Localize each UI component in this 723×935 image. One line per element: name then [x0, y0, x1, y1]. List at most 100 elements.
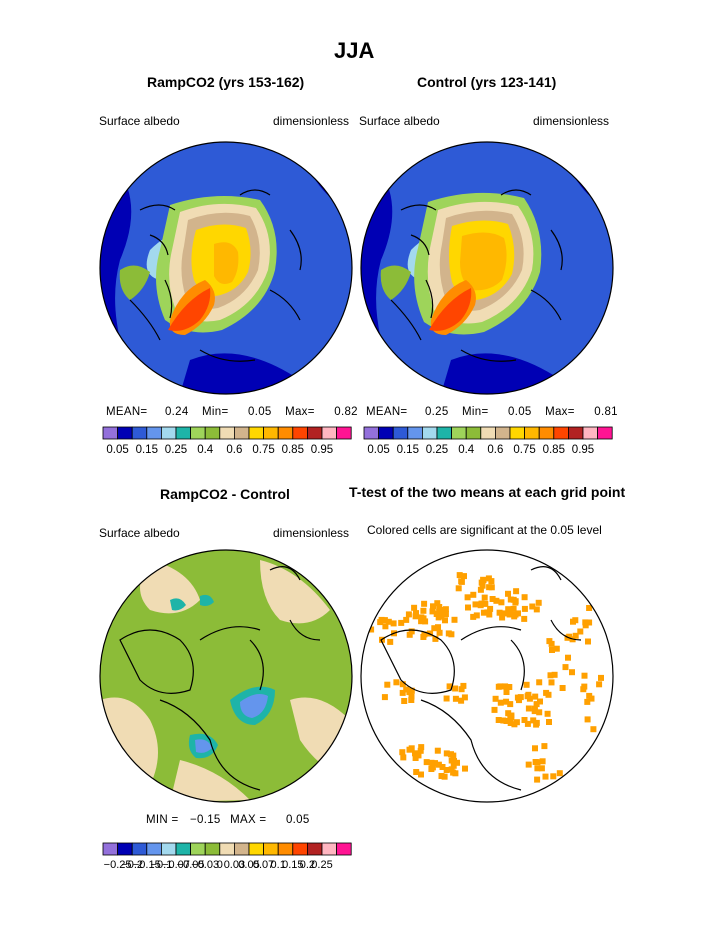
colorbar-tick-label: −0.03	[191, 859, 219, 871]
significant-cell	[531, 705, 538, 712]
colorbar-swatch	[233, 426, 250, 440]
significant-cell	[448, 631, 455, 638]
significant-cell	[556, 770, 563, 777]
diff-negative-region	[170, 598, 186, 611]
panel2-units-label: dimensionless	[533, 114, 610, 128]
significant-cell	[533, 701, 540, 708]
significant-cell	[448, 751, 454, 758]
panel2-variable-label: Surface albedo	[359, 114, 440, 128]
colorbar-swatch	[436, 426, 453, 440]
colorbar-tick-label: 0.15	[136, 444, 158, 456]
significant-cell	[546, 719, 552, 725]
significant-cell	[525, 705, 532, 712]
panel1-title: RampCO2 (yrs 153-162)	[147, 74, 305, 90]
significant-cell	[418, 744, 425, 751]
panel1-border	[99, 141, 353, 395]
colorbar-tick-label: 0.85	[282, 444, 304, 456]
significant-cell	[401, 698, 408, 704]
significant-cell	[566, 633, 573, 640]
significant-cell	[497, 699, 504, 706]
greenland-core	[429, 288, 472, 331]
colorbar-swatch	[219, 426, 235, 440]
colorbar-swatch	[219, 842, 235, 856]
land-patch	[380, 265, 411, 300]
significant-cell	[496, 609, 503, 616]
colorbar-swatch	[292, 426, 308, 440]
colorbar-tick-label: 0.05	[106, 444, 128, 456]
significant-cell	[422, 618, 429, 625]
colorbar-swatch	[524, 426, 540, 440]
max-value: 0.05	[285, 814, 310, 826]
significant-cell	[584, 698, 591, 705]
significant-cell	[537, 698, 543, 705]
significant-cell	[513, 719, 520, 726]
significant-cell	[430, 603, 436, 610]
colorbar-tick-label: −0.25	[104, 859, 132, 871]
significant-cell	[381, 694, 388, 701]
significant-cell	[434, 747, 441, 754]
significant-cell	[448, 766, 455, 773]
colorbar-tick-label: 0.4	[197, 444, 214, 456]
significant-cell	[502, 683, 509, 690]
significant-cell	[585, 638, 591, 645]
panel4-map	[361, 550, 613, 802]
colorbar-swatch	[175, 842, 192, 856]
significant-cell	[406, 631, 413, 638]
colorbar-swatch	[582, 426, 599, 440]
colorbar-swatch	[568, 426, 584, 440]
colorbar-tick-label: 0.95	[311, 444, 333, 456]
colorbar-swatch	[306, 842, 323, 856]
min-value: 0.05	[248, 406, 272, 418]
colorbar-tick-label: −0.05	[177, 859, 205, 871]
significant-cell	[384, 681, 391, 688]
significant-cell	[418, 618, 425, 625]
significant-cell	[458, 578, 465, 585]
land-patch	[119, 265, 150, 300]
colorbar-tick-label: 0.6	[226, 444, 242, 456]
significant-cell	[403, 686, 410, 693]
significant-cell	[505, 710, 512, 717]
colorbar-tick-label: 0	[217, 859, 223, 871]
colorbar-swatch	[553, 426, 569, 440]
significant-cell	[428, 766, 435, 772]
significant-cell	[413, 610, 419, 617]
significant-cell	[399, 775, 405, 782]
significant-cell	[480, 609, 487, 616]
colorbar-tick-label: −0.15	[133, 859, 161, 871]
significant-cell	[551, 671, 558, 678]
significant-cell	[411, 604, 418, 611]
significant-cell	[506, 684, 513, 690]
significant-cell	[507, 720, 514, 726]
significant-cell	[443, 767, 450, 773]
colorbar-swatch	[248, 842, 265, 856]
significant-cell	[534, 765, 541, 772]
significant-cell	[503, 689, 510, 695]
significant-cell	[454, 759, 460, 766]
colorbar-tick-label: 0.85	[543, 444, 565, 456]
colorbar-swatch	[102, 842, 119, 856]
colorbar-tick-label: 0.25	[311, 859, 332, 871]
significant-cell	[553, 645, 560, 652]
colorbar-tick-label: 0.4	[458, 444, 475, 456]
significant-cell	[443, 750, 450, 757]
significant-cell	[507, 596, 514, 603]
significant-cell	[432, 635, 439, 642]
significant-cell	[423, 759, 430, 766]
significant-cell	[507, 701, 514, 708]
greenland-core	[168, 288, 211, 331]
significant-cell	[403, 616, 410, 623]
significant-cell	[461, 573, 467, 580]
significant-cell	[393, 679, 400, 686]
significant-cell	[487, 605, 494, 612]
significant-cell	[438, 773, 445, 779]
significant-cell	[450, 769, 457, 776]
panel1-units-label: dimensionless	[273, 114, 350, 128]
min-value: 0.05	[508, 406, 532, 418]
mean-label: MEAN=	[366, 406, 408, 418]
significant-cell	[536, 709, 543, 716]
max-label: MAX =	[230, 814, 267, 826]
panel3-map	[100, 550, 352, 802]
colorbar-tick-label: 0.95	[572, 444, 594, 456]
significant-cell	[479, 582, 486, 589]
coastline	[380, 566, 582, 791]
